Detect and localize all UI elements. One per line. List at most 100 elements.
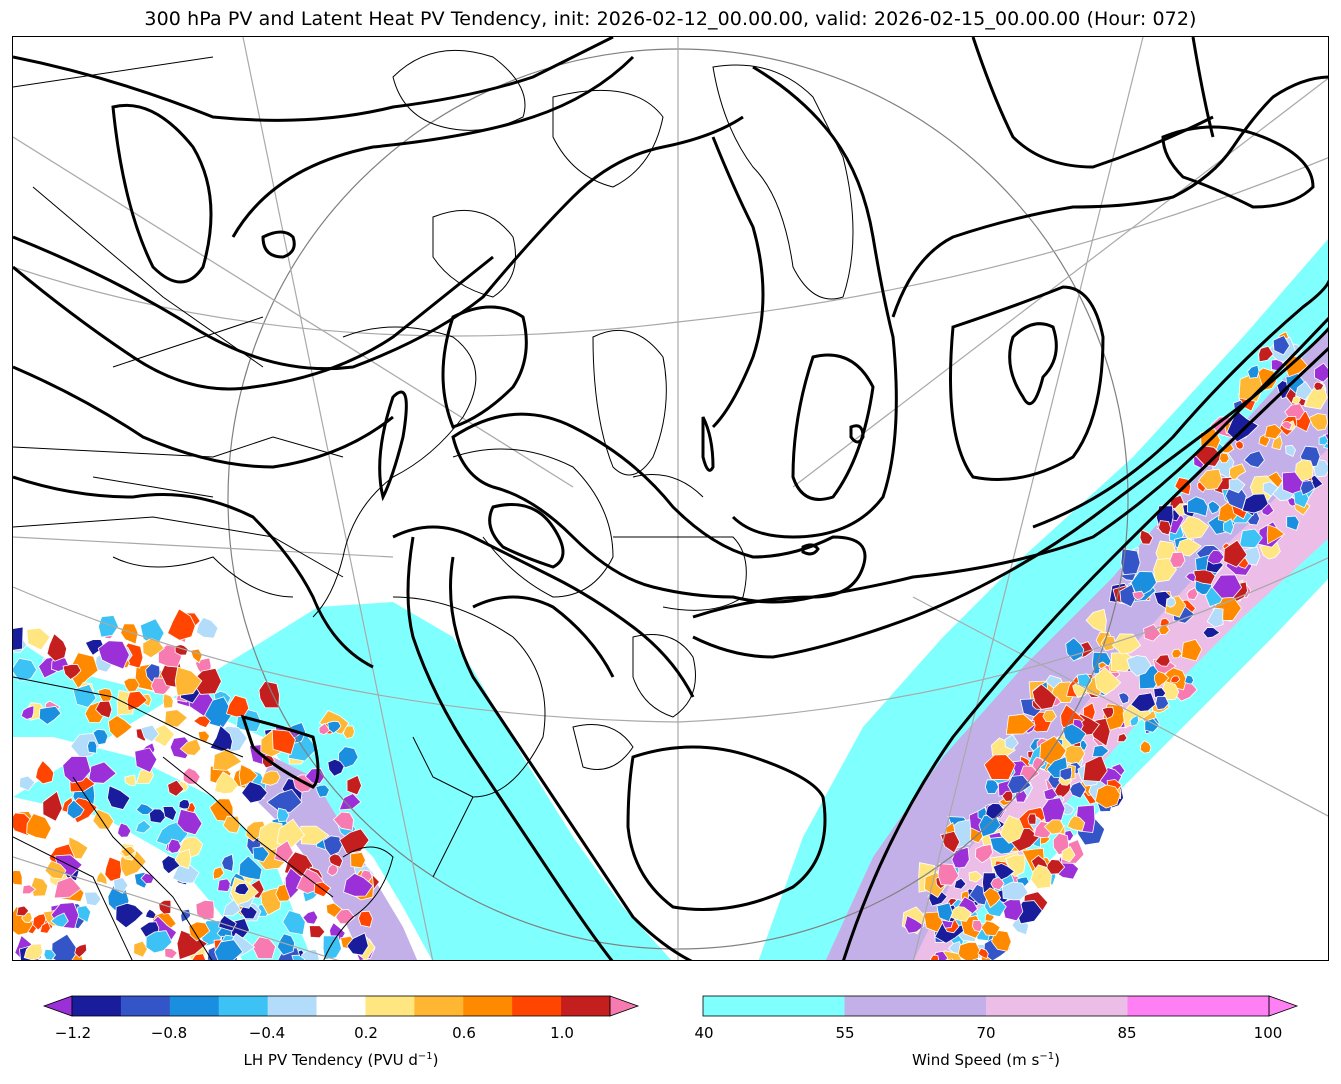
lh-cell (46, 633, 68, 662)
lh-cell (1286, 515, 1300, 531)
lh-cell (1027, 813, 1037, 825)
lh-cell (43, 948, 57, 960)
lh-cell (991, 929, 1012, 952)
lh-cell (1000, 815, 1024, 844)
lh-cell (1139, 529, 1154, 545)
wind-band-40 (758, 239, 1328, 960)
wind-colorbar-label: Wind Speed (m s−1) (912, 1051, 1060, 1069)
wind-colorbar-bin (1127, 996, 1270, 1016)
lh-cell (1100, 635, 1116, 652)
lh-cell (1043, 819, 1065, 835)
lh-cell (1094, 784, 1121, 809)
lh-cell (241, 781, 268, 804)
lh-cell (87, 761, 117, 784)
lh-cell (178, 799, 191, 810)
lh-cell (1130, 570, 1157, 598)
lh-cell (936, 902, 953, 923)
lh-cell (97, 640, 130, 670)
lh-cell (174, 666, 203, 696)
lh-cell (1154, 670, 1170, 689)
lh-cell (1206, 549, 1225, 565)
lh-cell (271, 729, 296, 755)
lh-cell (1120, 548, 1141, 576)
lh-cell (1186, 496, 1209, 517)
lh-tick-6: 1.0 (550, 1024, 574, 1042)
lh-cell (1004, 734, 1019, 751)
lh-cell (332, 811, 354, 831)
lh-cell (266, 788, 303, 813)
lh-tick-3: −0.4 (248, 1024, 286, 1042)
lh-cell (1258, 345, 1274, 363)
lh-cell (338, 746, 359, 769)
lh-pv-tendency-cells (13, 331, 1328, 960)
lh-label-sup: −1 (417, 1051, 433, 1062)
lh-cell (985, 802, 1005, 820)
lh-cell (327, 720, 342, 734)
lh-cell (346, 932, 369, 956)
lh-cell (51, 933, 79, 960)
lh-pv-colorbar-scale (42, 995, 640, 1017)
lh-cell (174, 848, 192, 870)
lh-cell (192, 715, 211, 729)
lh-cell (1118, 692, 1130, 705)
lh-cell (1091, 744, 1110, 758)
lh-cell (144, 908, 157, 919)
lh-cell (323, 835, 343, 857)
lh-colorbar-frame (71, 995, 611, 1017)
lh-cell (164, 947, 178, 960)
lh-cell (1065, 637, 1085, 662)
lh-cell (1314, 362, 1328, 383)
lh-cell (1169, 675, 1181, 684)
lh-colorbar-bin (169, 996, 220, 1016)
lh-cell (1280, 420, 1293, 431)
lh-cell (339, 828, 370, 855)
lh-cell (1069, 781, 1087, 799)
wind-band-40-west (13, 602, 672, 960)
lh-cell (1111, 633, 1142, 655)
wind-colorbar-bin (844, 996, 987, 1016)
lh-cell (1284, 444, 1297, 458)
lh-cell (1171, 648, 1183, 659)
lh-cell (135, 803, 154, 815)
lh-cell (1295, 459, 1314, 482)
lh-cell (318, 722, 331, 736)
lh-cell (1318, 434, 1328, 446)
lh-cell (1132, 590, 1145, 601)
lh-cell (1228, 463, 1247, 482)
lh-cell (35, 759, 55, 785)
lh-cell (1061, 846, 1076, 863)
lh-colorbar-bin (463, 996, 513, 1016)
lh-cell (214, 771, 239, 795)
lh-cell (145, 930, 173, 954)
lh-cell (1185, 572, 1196, 583)
lh-cell (1032, 756, 1046, 772)
lh-cell (44, 860, 67, 880)
wind-colorbar-bin (986, 996, 1128, 1016)
lh-cell (222, 899, 242, 917)
lh-cell (18, 775, 36, 792)
lh-cell (1130, 692, 1156, 712)
lh-cell (97, 615, 119, 638)
lh-cell (983, 754, 1016, 781)
lh-cell (26, 627, 51, 651)
lh-cell (1066, 815, 1086, 832)
lh-cell (282, 910, 306, 936)
lh-tick-1: −1.2 (54, 1024, 92, 1042)
wind-colorbar (702, 995, 1299, 1026)
lh-cell (87, 740, 98, 754)
lh-cell (953, 877, 967, 890)
lh-colorbar-extend-min (42, 995, 73, 1017)
lh-cell (1284, 403, 1305, 421)
lh-cell (972, 957, 979, 960)
lh-cell (983, 887, 1002, 909)
lh-cell (1202, 627, 1221, 639)
lh-cell (1042, 709, 1057, 722)
lh-cell (1169, 551, 1186, 568)
lh-cell (1206, 607, 1224, 628)
wind-colorbar-bin (703, 996, 845, 1016)
lh-colorbar-bin (561, 996, 611, 1016)
lh-cell (1001, 881, 1029, 901)
lh-cell (238, 855, 263, 881)
lh-cell (992, 862, 1016, 881)
lh-colorbar-bin (414, 996, 464, 1016)
